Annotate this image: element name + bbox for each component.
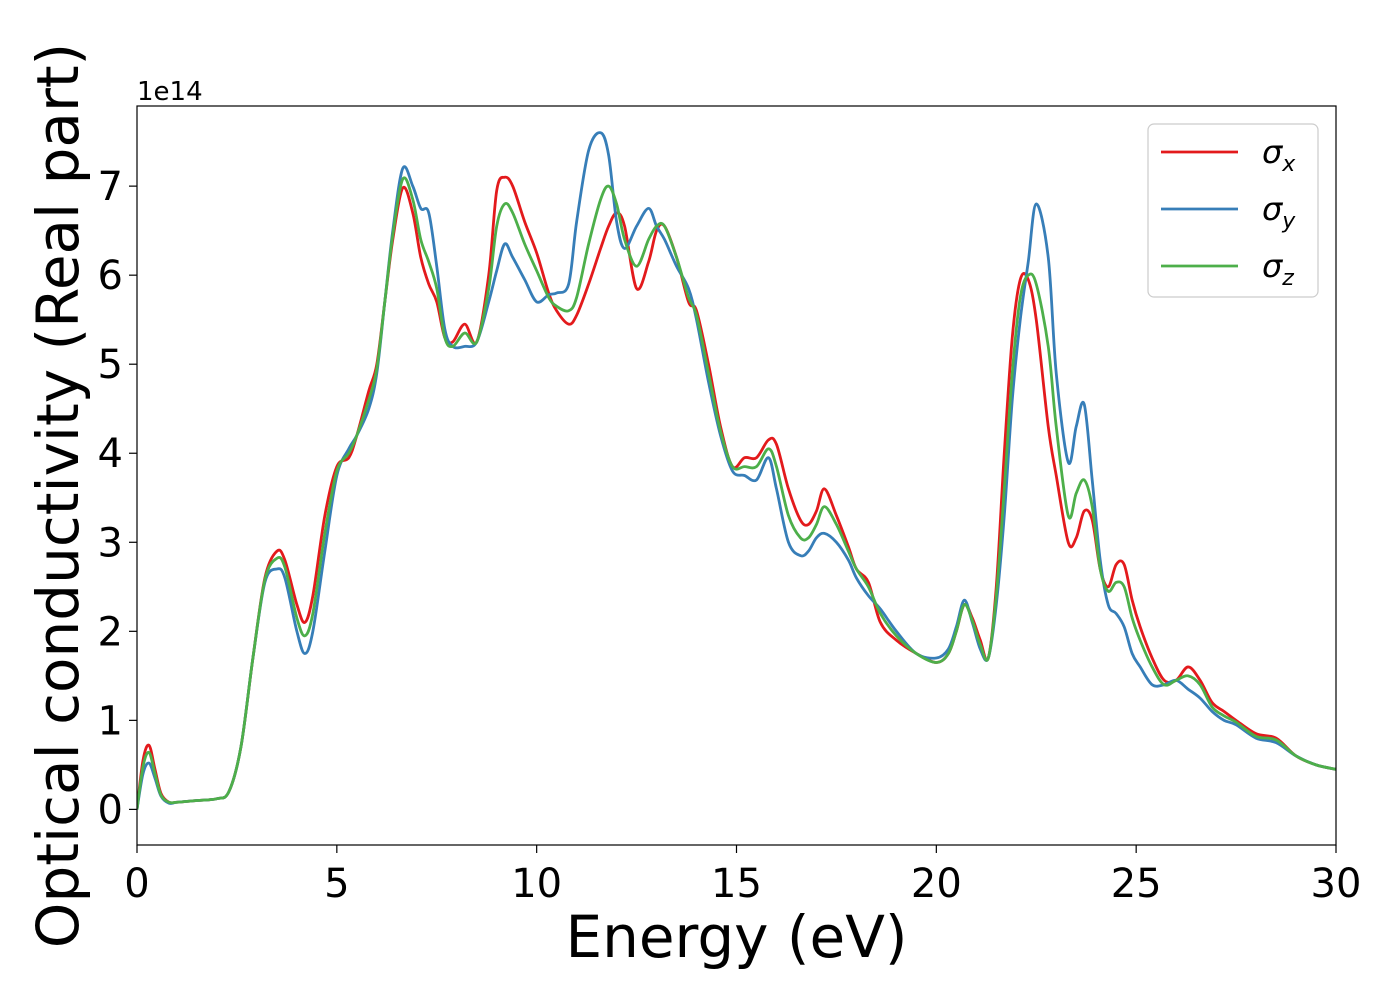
y-axis-offset-label: 1e14 (137, 77, 203, 107)
y-tick-label: 7 (98, 164, 123, 210)
y-tick-label: 1 (98, 698, 123, 744)
y-tick-label: 6 (98, 253, 123, 299)
series-line-z (137, 176, 1336, 810)
x-tick-label: 15 (711, 861, 762, 907)
y-axis-title: Optical conductivity (Real part) (24, 43, 92, 948)
legend-box (1147, 123, 1319, 298)
legend-subscript: x (1281, 152, 1296, 177)
series-line-y (137, 131, 1336, 810)
legend-subscript: y (1281, 209, 1296, 234)
x-tick-label: 5 (324, 861, 349, 907)
x-tick-label: 25 (1111, 861, 1162, 907)
y-tick-label: 0 (98, 787, 123, 833)
x-tick-label: 0 (124, 861, 149, 907)
y-tick-label: 2 (98, 609, 123, 655)
y-tick-label: 3 (98, 520, 123, 566)
series-line-x (137, 175, 1336, 810)
legend-subscript: z (1281, 266, 1294, 291)
x-tick-label: 10 (511, 861, 562, 907)
x-tick-label: 20 (911, 861, 962, 907)
x-axis-title: Energy (eV) (565, 903, 907, 971)
x-axis: 0 5 10 15 20 25 30 (124, 845, 1361, 907)
series-layer (137, 131, 1336, 810)
y-axis: 0 1 2 3 4 5 6 7 (98, 164, 137, 833)
y-tick-label: 4 (98, 431, 123, 477)
y-tick-label: 5 (98, 342, 123, 388)
x-tick-label: 30 (1311, 861, 1362, 907)
